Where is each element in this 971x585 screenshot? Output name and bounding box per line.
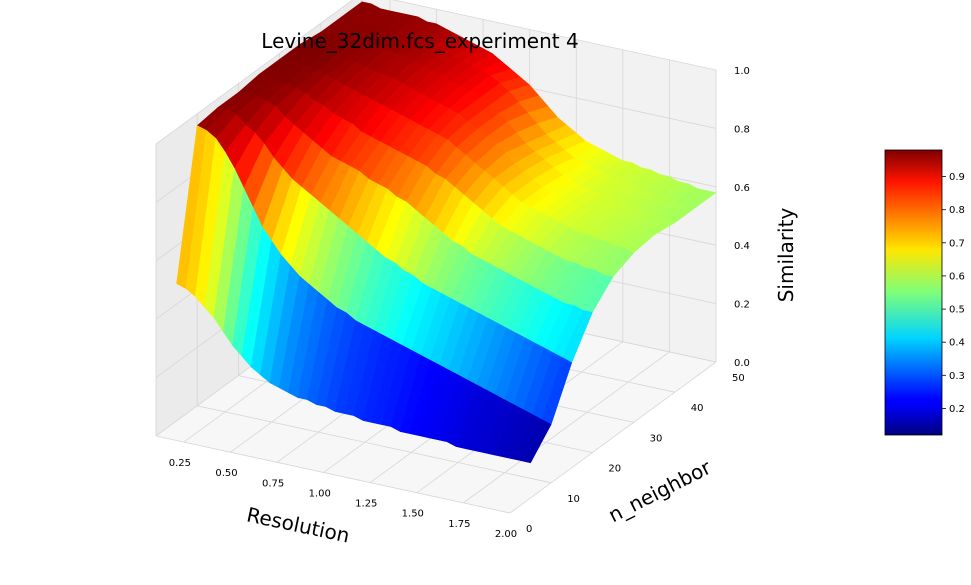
- z-gridline: [392, 0, 717, 71]
- x-tick-label: 0.25: [169, 458, 191, 469]
- y-tick-label: 30: [650, 433, 663, 444]
- chart-title: Levine_32dim.fcs_experiment 4: [261, 29, 578, 53]
- z-tick-label: 0.0: [734, 358, 750, 369]
- y-tick-label: 0: [526, 524, 532, 535]
- x-tick-label: 2.00: [495, 529, 517, 540]
- z-tick-label: 0.6: [734, 183, 750, 194]
- axes-ticks: 0.25 0.50 0.75 1.00 1.25 1.50 1.75 2.00 0 10 20 30 4…: [169, 66, 750, 540]
- z-axis-label: Similarity: [774, 208, 798, 303]
- colorbar-tick-label: 0.2: [949, 404, 965, 415]
- y-tick-label: 20: [608, 464, 621, 475]
- colorbar-tick-label: 0.5: [949, 305, 965, 316]
- x-axis-label: Resolution: [245, 502, 352, 547]
- x-gridline: [509, 361, 717, 514]
- y-gridline: [155, 435, 511, 514]
- surface-facet: [521, 419, 552, 464]
- z-tick-label: 1.0: [734, 66, 750, 77]
- y-tick-label: 40: [691, 403, 704, 414]
- z-tick-label: 0.8: [734, 124, 750, 135]
- surface-mesh: [176, 1, 717, 464]
- colorbar-tick-label: 0.7: [949, 238, 965, 249]
- x-tick-label: 1.50: [402, 509, 424, 520]
- colorbar: [884, 149, 943, 436]
- colorbar-tick-label: 0.8: [949, 205, 965, 216]
- y-tick-label: 50: [732, 373, 745, 384]
- colorbar-ticks: 0.2 0.3 0.4 0.5 0.6 0.7 0.8 0.9: [942, 172, 965, 415]
- z-gridline: [155, 0, 354, 145]
- y-gridline: [197, 405, 552, 484]
- x-tick-label: 1.00: [309, 489, 331, 500]
- x-gridline: [463, 351, 670, 504]
- z-tick-label: 0.4: [734, 241, 750, 252]
- x-tick-label: 1.75: [448, 519, 470, 530]
- x-tick-label: 1.25: [355, 499, 377, 510]
- z-tick-label: 0.2: [734, 300, 750, 311]
- x-tick-label: 0.50: [215, 468, 237, 479]
- y-tick-label: 10: [567, 494, 580, 505]
- colorbar-tick-label: 0.6: [949, 271, 965, 282]
- colorbar-tick-label: 0.4: [949, 338, 965, 349]
- colorbar-tick-label: 0.3: [949, 371, 965, 382]
- x-tick-label: 0.75: [262, 478, 284, 489]
- colorbar-tick-label: 0.9: [949, 172, 965, 183]
